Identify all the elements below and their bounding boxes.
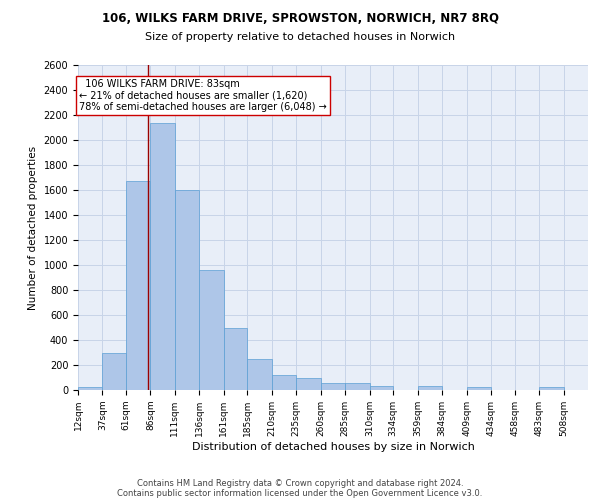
Text: Contains public sector information licensed under the Open Government Licence v3: Contains public sector information licen… bbox=[118, 488, 482, 498]
Bar bbox=[296, 378, 321, 390]
Text: 106 WILKS FARM DRIVE: 83sqm  
← 21% of detached houses are smaller (1,620)
78% o: 106 WILKS FARM DRIVE: 83sqm ← 21% of det… bbox=[79, 78, 327, 112]
Bar bbox=[370, 386, 393, 390]
Bar bbox=[151, 122, 175, 390]
Bar bbox=[103, 352, 126, 390]
Bar bbox=[199, 270, 224, 390]
Text: 106, WILKS FARM DRIVE, SPROWSTON, NORWICH, NR7 8RQ: 106, WILKS FARM DRIVE, SPROWSTON, NORWIC… bbox=[101, 12, 499, 26]
Bar bbox=[467, 387, 491, 390]
Bar bbox=[418, 386, 442, 390]
Bar bbox=[345, 383, 370, 390]
Bar bbox=[272, 375, 296, 390]
Bar bbox=[126, 181, 151, 390]
Bar bbox=[78, 387, 103, 390]
Bar bbox=[321, 383, 345, 390]
X-axis label: Distribution of detached houses by size in Norwich: Distribution of detached houses by size … bbox=[191, 442, 475, 452]
Bar bbox=[175, 190, 199, 390]
Bar bbox=[539, 387, 563, 390]
Bar bbox=[224, 328, 247, 390]
Text: Contains HM Land Registry data © Crown copyright and database right 2024.: Contains HM Land Registry data © Crown c… bbox=[137, 478, 463, 488]
Text: Size of property relative to detached houses in Norwich: Size of property relative to detached ho… bbox=[145, 32, 455, 42]
Bar bbox=[247, 359, 272, 390]
Y-axis label: Number of detached properties: Number of detached properties bbox=[28, 146, 38, 310]
